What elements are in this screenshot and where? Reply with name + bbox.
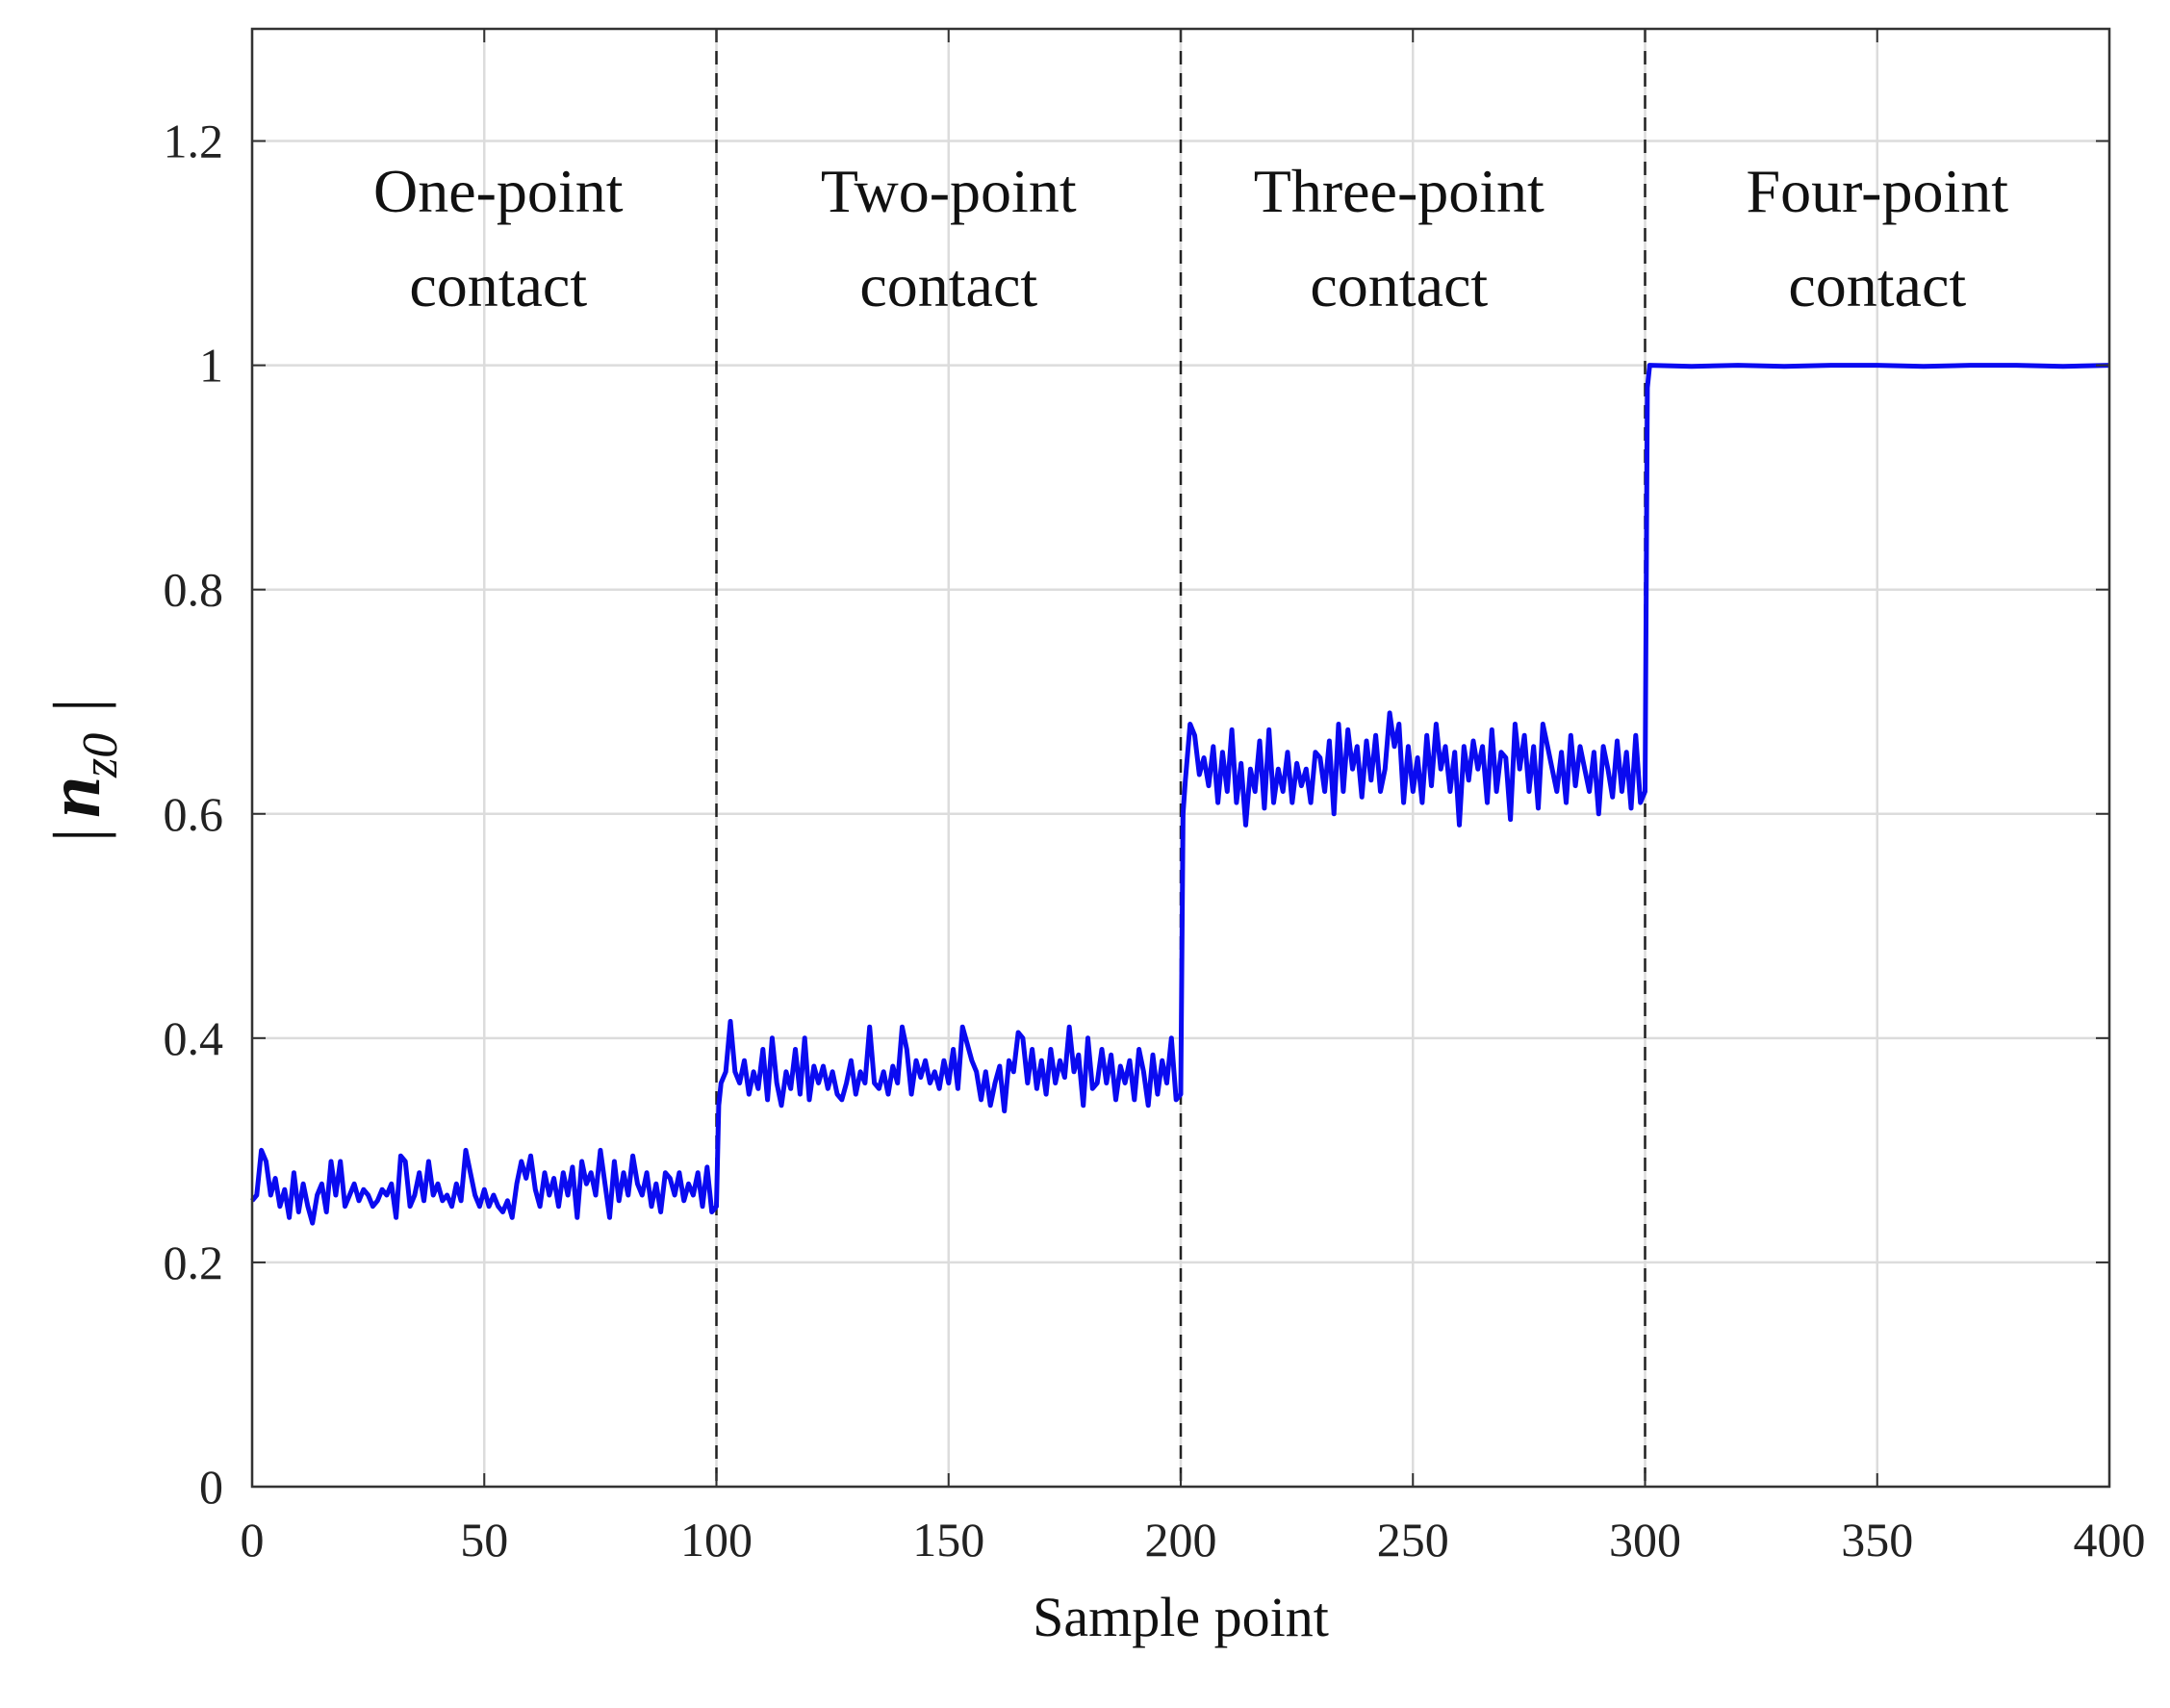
x-tick-label: 300 (1609, 1513, 1681, 1567)
x-tick-label: 100 (680, 1513, 753, 1567)
y-tick-label: 0.8 (164, 563, 224, 617)
region-label-line2: contact (859, 251, 1037, 319)
region-label-line2: contact (1788, 251, 1966, 319)
region-label-line1: Two-point (821, 157, 1077, 225)
x-tick-label: 400 (2074, 1513, 2146, 1567)
y-tick-label: 1.2 (164, 115, 224, 168)
x-tick-label: 200 (1145, 1513, 1217, 1567)
y-axis-title-symbol: n (32, 777, 115, 818)
y-axis-title: | n z0 | (32, 699, 128, 842)
y-tick-label: 0.4 (164, 1011, 224, 1065)
y-axis-title-bar-left: | (39, 829, 116, 842)
series-layer (250, 363, 2110, 1226)
x-tick-label: 50 (460, 1513, 508, 1567)
x-tick-label: 0 (241, 1513, 265, 1567)
x-tick-label: 150 (912, 1513, 984, 1567)
series-line (250, 363, 2110, 1226)
region-labels: One-point contact Two-point contact Three-po… (373, 157, 2008, 319)
y-axis-title-subscript: z0 (73, 733, 128, 778)
y-tick-label: 1 (199, 339, 223, 393)
y-axis-title-bar-right: | (39, 699, 116, 712)
region-label-line1: Four-point (1747, 157, 2009, 225)
y-tick-label: 0.2 (164, 1236, 224, 1289)
axis-ticks: 0 50 100 150 200 250 300 350 400 0 0.2 0.4 0.6 0.8 1 1.… (164, 29, 2146, 1567)
region-label-line1: Three-point (1254, 157, 1545, 225)
region-label-line1: One-point (373, 157, 624, 225)
y-tick-label: 0 (199, 1460, 223, 1514)
x-tick-label: 250 (1377, 1513, 1449, 1567)
grid-lines (250, 29, 2111, 1489)
region-label-line2: contact (409, 251, 587, 319)
y-tick-label: 0.6 (164, 787, 224, 841)
x-axis-title: Sample point (1033, 1586, 1329, 1648)
x-tick-label: 350 (1841, 1513, 1913, 1567)
region-label-line2: contact (1310, 251, 1488, 319)
